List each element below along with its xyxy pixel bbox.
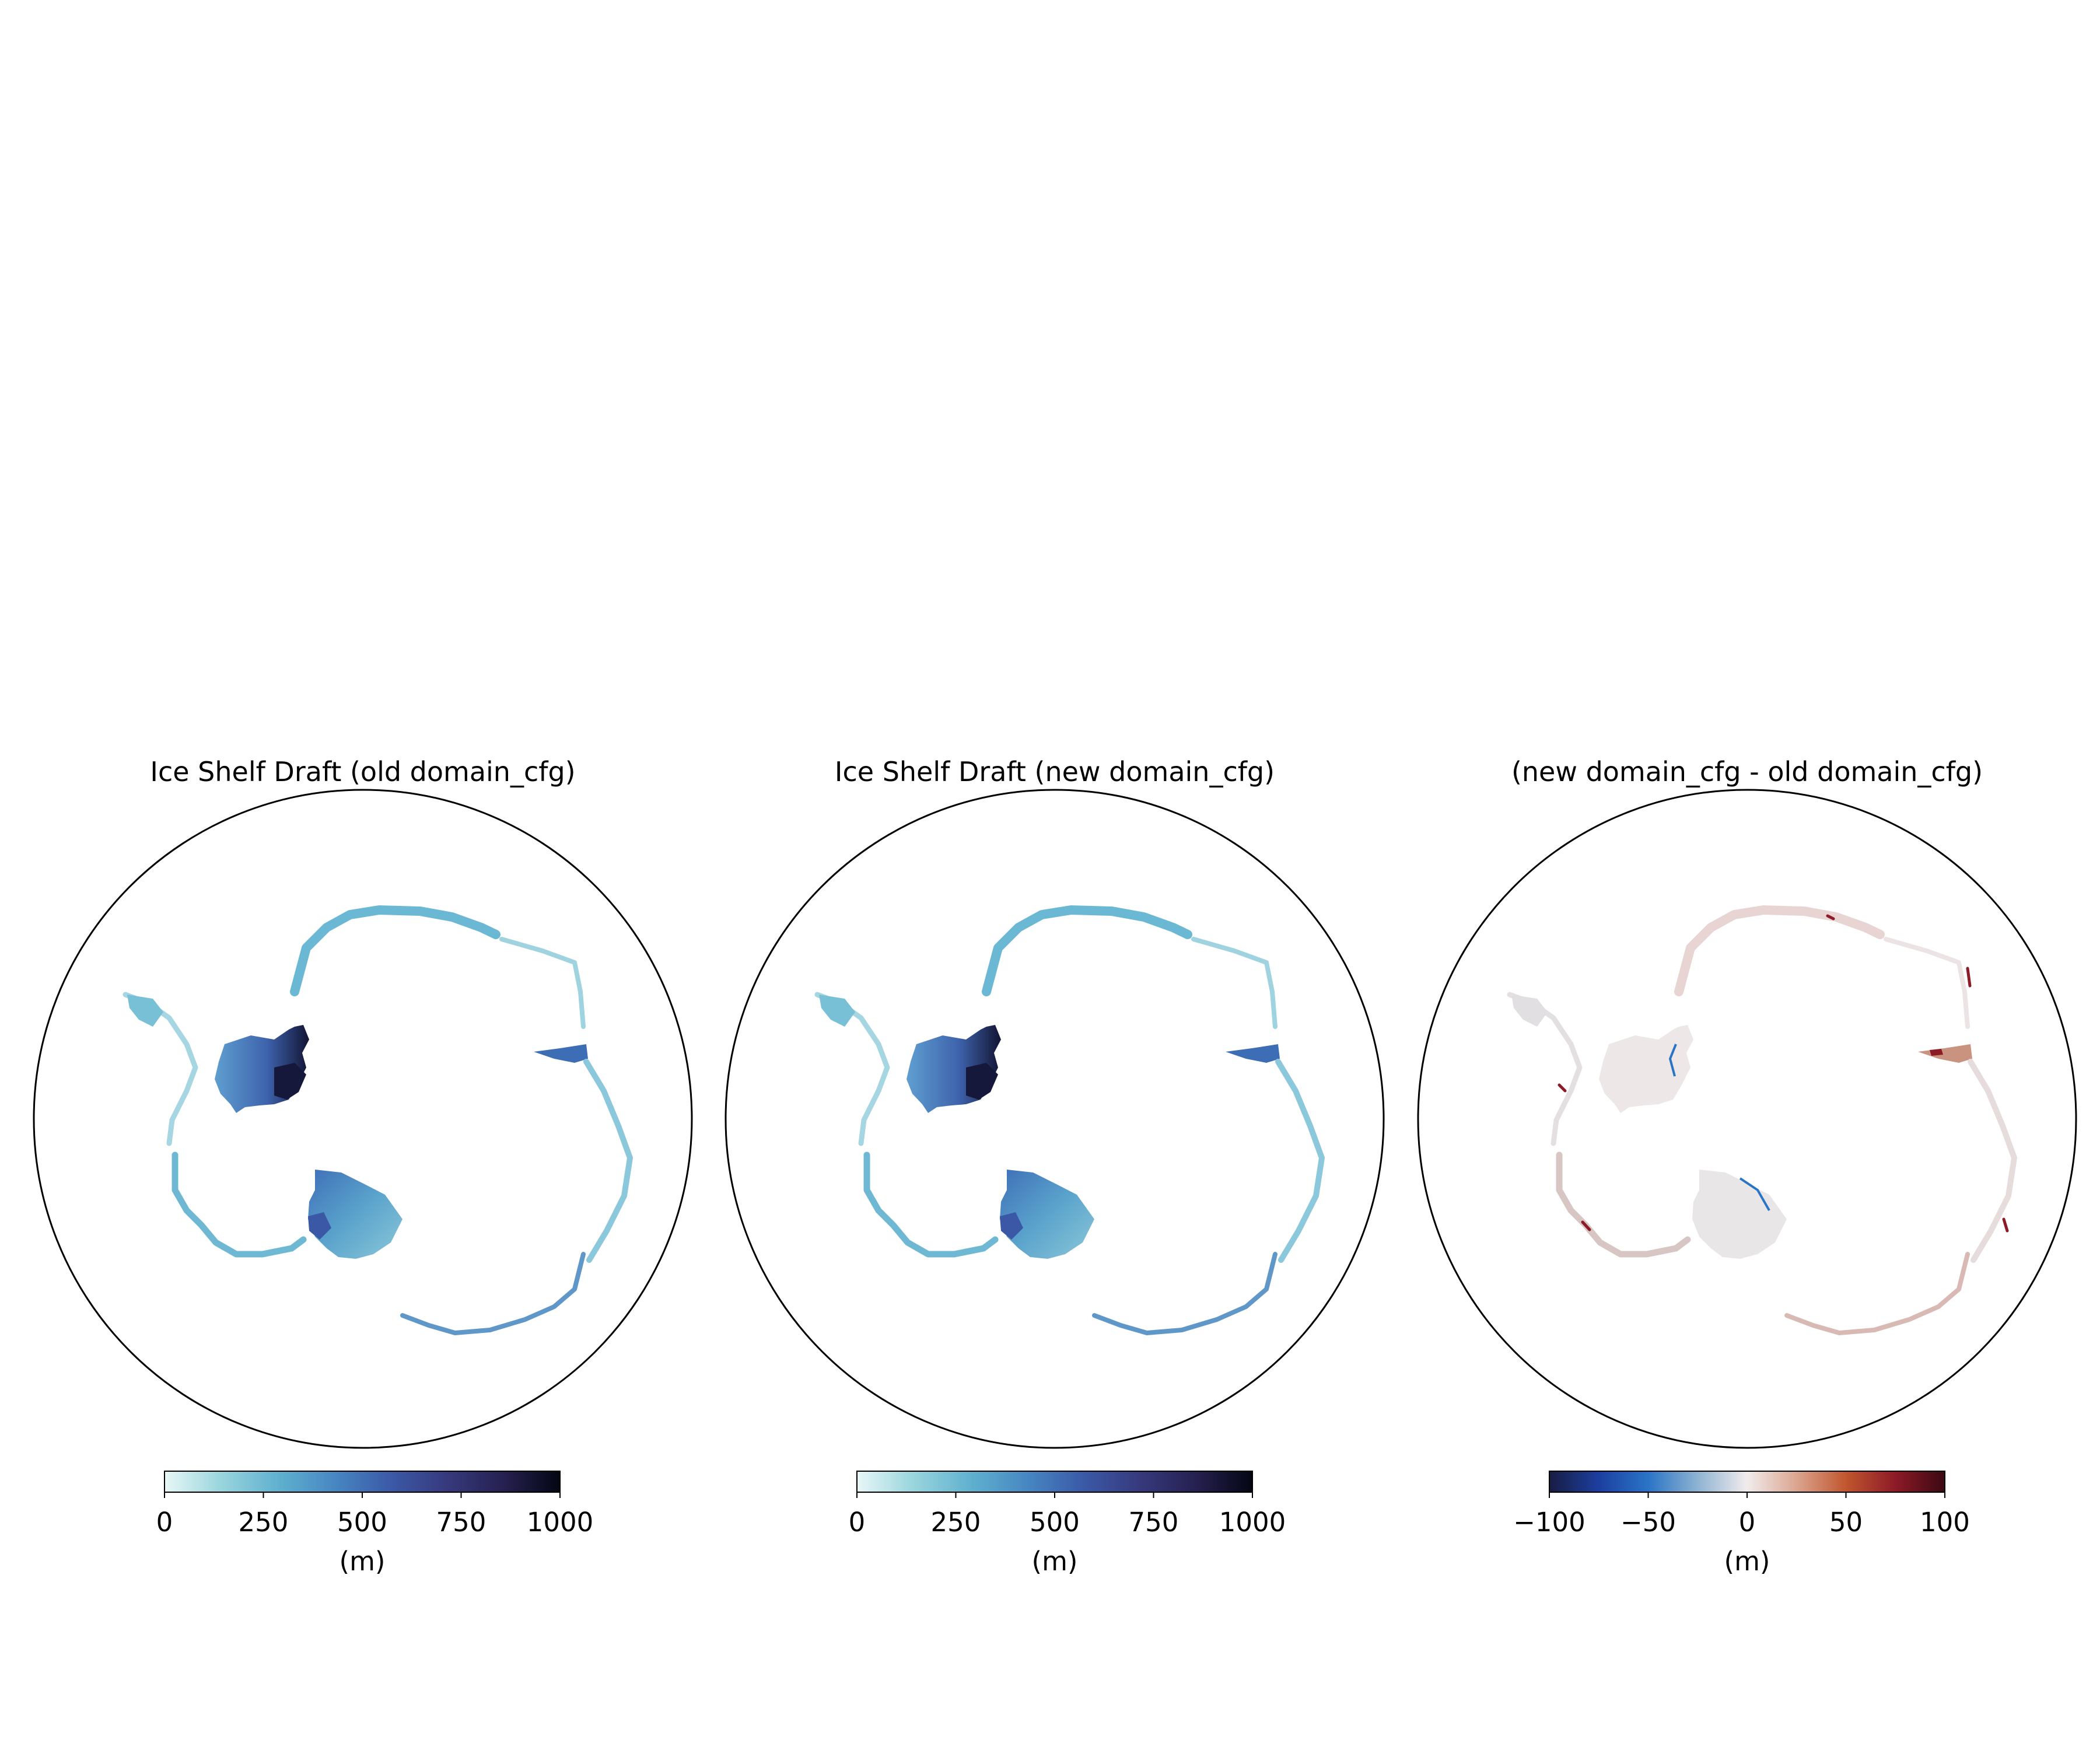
colorbar-tick-label: 500	[1030, 1507, 1080, 1538]
shelf-wilkes-coast	[400, 1252, 586, 1335]
shelf-east-coast	[290, 905, 501, 996]
colorbar-old: 0 250 500 750 1000 (m)	[156, 1471, 594, 1577]
shelf-amundsen-coast	[863, 1152, 999, 1258]
shelf-amundsen-coast	[1556, 1152, 1691, 1258]
shelf-larsen	[1511, 995, 1548, 1027]
shelf-ross	[1000, 1170, 1094, 1259]
colorbar-tick-label: 1000	[1219, 1507, 1286, 1538]
shelf-ross	[308, 1170, 402, 1259]
colorbar-new: 0 250 500 750 1000 (m)	[849, 1471, 1286, 1577]
panel-title: Ice Shelf Draft (old domain_cfg)	[150, 756, 575, 788]
shelf-filchner-blue-edge	[1668, 1044, 1677, 1077]
shelf-east-coast	[982, 905, 1192, 996]
map-shelves-new	[814, 905, 1325, 1335]
panel-title: (new domain_cfg - old domain_cfg)	[1511, 756, 1983, 788]
colorbar-label: (m)	[340, 1546, 386, 1577]
panel-new: Ice Shelf Draft (new domain_cfg) 0 250	[724, 756, 1385, 1577]
shelf-weddell-coast	[814, 992, 890, 1146]
shelf-amery	[1918, 1044, 1972, 1063]
shelf-filchner-dark	[274, 1063, 306, 1100]
colorbar-tick-label: 0	[849, 1507, 866, 1538]
colorbar-tick-label: 0	[156, 1507, 173, 1538]
colorbar-tick-label: 1000	[527, 1507, 594, 1538]
shelf-east-coast-3	[1968, 1059, 2017, 1263]
panel-diff: (new domain_cfg - old domain_cfg)	[1417, 756, 2077, 1577]
shelf-east-coast-3	[583, 1059, 633, 1263]
shelf-ross-west	[308, 1212, 331, 1240]
colorbar-tick-label: 0	[1739, 1507, 1756, 1538]
shelf-amundsen-coast	[172, 1152, 307, 1258]
shelf-larsen	[127, 995, 163, 1027]
colorbar-tick-label: −50	[1620, 1507, 1676, 1538]
shelf-ross-blue-edge	[1739, 1177, 1770, 1211]
panel-old: Ice Shelf Draft (old domain_cfg)	[33, 756, 693, 1577]
colorbar-gradient	[1549, 1471, 1945, 1493]
colorbar-label: (m)	[1032, 1546, 1078, 1577]
shelf-wilkes-coast	[1784, 1252, 1970, 1335]
colorbar-tick-label: 250	[239, 1507, 289, 1538]
colorbar-gradient	[164, 1471, 561, 1493]
shelf-ross-west	[1000, 1212, 1023, 1240]
shelf-amery-edge	[1930, 1049, 1943, 1056]
map-boundary-circle	[33, 789, 693, 1449]
map-differences	[1507, 905, 2017, 1335]
colorbar-tick-label: 250	[931, 1507, 981, 1538]
colorbar-tick-label: 750	[436, 1507, 487, 1538]
shelf-amery	[534, 1044, 588, 1063]
colorbar-tick-label: −100	[1513, 1507, 1586, 1538]
shelf-amery	[1226, 1044, 1280, 1063]
shelf-weddell-coast	[123, 992, 198, 1146]
shelf-east-coast	[1674, 905, 1885, 996]
map-boundary-circle	[1417, 789, 2077, 1449]
shelf-filchner-ronne	[1599, 1025, 1693, 1113]
shelf-wilkes-coast	[1092, 1252, 1278, 1335]
colorbar-tick-label: 50	[1829, 1507, 1863, 1538]
colorbar-gradient	[856, 1471, 1253, 1493]
shelf-east-coast-2	[1191, 937, 1278, 1029]
shelf-east-coast-2	[499, 937, 586, 1029]
colorbar-tick-label: 500	[337, 1507, 387, 1538]
shelf-ross	[1692, 1170, 1787, 1259]
panel-title: Ice Shelf Draft (new domain_cfg)	[835, 756, 1275, 788]
shelf-weddell-coast	[1507, 992, 1583, 1146]
shelf-larsen	[819, 995, 855, 1027]
colorbar-tick-label: 100	[1920, 1507, 1970, 1538]
diff-hotspots	[1558, 914, 2009, 1233]
colorbar-label: (m)	[1724, 1546, 1770, 1577]
colorbar-tick-label: 750	[1129, 1507, 1179, 1538]
shelf-east-coast-3	[1275, 1059, 1325, 1263]
colorbar-diff: −100 −50 0 50 100 (m)	[1513, 1471, 1970, 1577]
map-shelves-old	[123, 905, 633, 1335]
shelf-east-coast-2	[1884, 937, 1970, 1029]
shelf-filchner-dark	[966, 1063, 998, 1100]
map-boundary-circle	[724, 789, 1385, 1449]
